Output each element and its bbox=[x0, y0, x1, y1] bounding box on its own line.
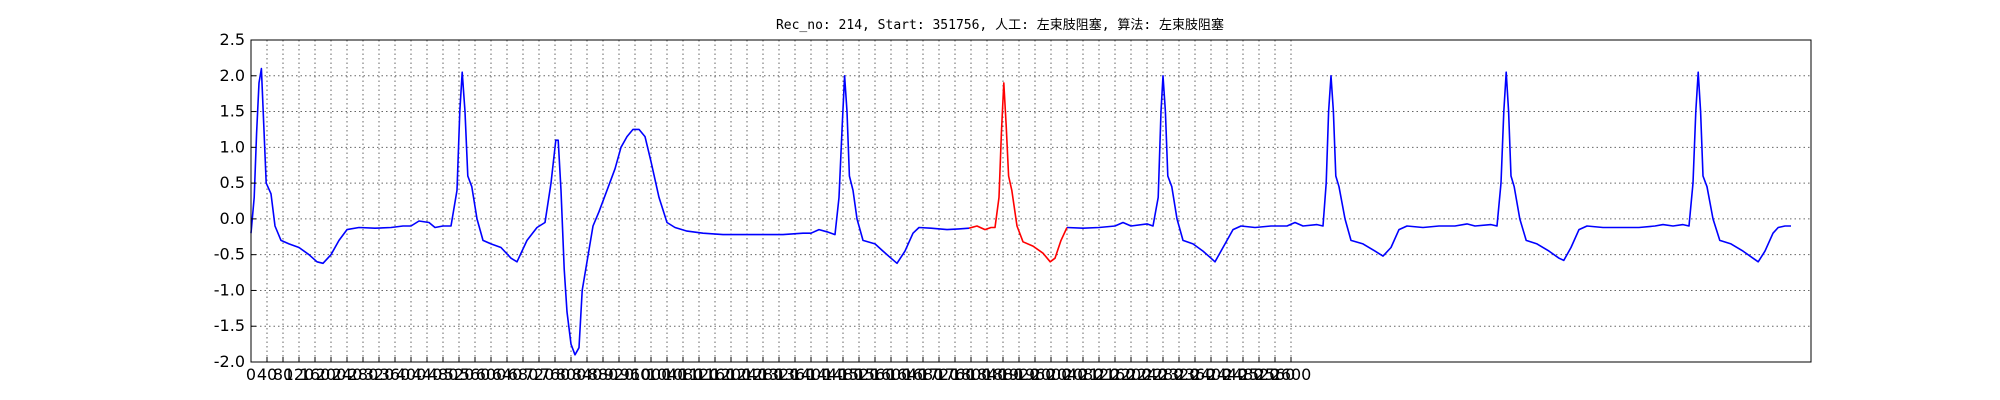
y-tick-label: 0.0 bbox=[220, 209, 245, 228]
x-tick-label: 1840 bbox=[967, 365, 1008, 384]
x-tick-label: 640 bbox=[492, 365, 523, 384]
x-tick-label: 440 bbox=[412, 365, 443, 384]
series-group bbox=[250, 67, 1791, 356]
x-tick-label: 320 bbox=[364, 365, 395, 384]
ecg-segment-1 bbox=[250, 67, 970, 356]
x-tick-label: 2120 bbox=[1079, 365, 1120, 384]
x-tick-label: 2520 bbox=[1239, 365, 1280, 384]
y-tick-label: 2.0 bbox=[220, 66, 245, 85]
x-tick-label: 880 bbox=[588, 365, 619, 384]
x-tick-label: 2240 bbox=[1127, 365, 1168, 384]
y-tick-label: 1.0 bbox=[220, 137, 245, 156]
x-tick-label: 2600 bbox=[1271, 365, 1312, 384]
x-tick-label: 1560 bbox=[855, 365, 896, 384]
x-tick-label: 1120 bbox=[679, 365, 720, 384]
x-tick-label: 240 bbox=[332, 365, 363, 384]
x-tick-label: 0 bbox=[246, 365, 256, 384]
y-tick-label: -2.0 bbox=[214, 352, 245, 371]
x-tick-label: 1880 bbox=[983, 365, 1024, 384]
ecg-segment-2 bbox=[968, 82, 1068, 263]
x-tick-label: 920 bbox=[604, 365, 635, 384]
x-tick-label: 280 bbox=[348, 365, 379, 384]
chart-title: Rec_no: 214, Start: 351756, 人工: 左束肢阻塞, 算… bbox=[776, 17, 1224, 33]
y-tick-label: -1.0 bbox=[214, 280, 245, 299]
x-tick-label: 1920 bbox=[999, 365, 1040, 384]
x-tick-label: 200 bbox=[316, 365, 347, 384]
x-tick-label: 2040 bbox=[1047, 365, 1088, 384]
y-tick-label: -1.5 bbox=[214, 316, 245, 335]
x-tick-label: 2480 bbox=[1223, 365, 1264, 384]
x-tick-label: 560 bbox=[460, 365, 491, 384]
x-tick-label: 2560 bbox=[1255, 365, 1296, 384]
x-tick-label: 1720 bbox=[919, 365, 960, 384]
y-tick-label: 2.5 bbox=[220, 30, 245, 49]
x-tick-label: 480 bbox=[428, 365, 459, 384]
x-tick-label: 2280 bbox=[1143, 365, 1184, 384]
x-tick-label: 360 bbox=[380, 365, 411, 384]
x-tick-label: 1480 bbox=[823, 365, 864, 384]
x-tick-label: 2360 bbox=[1175, 365, 1216, 384]
plot-frame bbox=[250, 39, 1812, 363]
y-tick-label: -0.5 bbox=[214, 245, 245, 264]
x-tick-label: 1040 bbox=[647, 365, 688, 384]
x-tick-label: 2200 bbox=[1111, 365, 1152, 384]
x-tick-label: 2320 bbox=[1159, 365, 1200, 384]
x-tick-label: 1080 bbox=[663, 365, 704, 384]
x-tick-label: 40 bbox=[257, 365, 277, 384]
ecg-segment-3 bbox=[1066, 71, 1791, 263]
x-tick-label: 1240 bbox=[727, 365, 768, 384]
x-tick-label: 2440 bbox=[1207, 365, 1248, 384]
x-tick-label: 1760 bbox=[935, 365, 976, 384]
x-tick-label: 120 bbox=[284, 365, 315, 384]
x-tick-label: 1600 bbox=[871, 365, 912, 384]
y-axis: -2.0 -1.5 -1.0 -0.5 0.0 0.5 1.0 1.5 2.0 2.5 bbox=[214, 30, 256, 371]
x-tick-label: 1440 bbox=[807, 365, 848, 384]
x-tick-label: 600 bbox=[476, 365, 507, 384]
x-tick-label: 520 bbox=[444, 365, 475, 384]
x-tick-label: 680 bbox=[508, 365, 539, 384]
x-tick-label: 160 bbox=[300, 365, 331, 384]
x-tick-label: 1280 bbox=[743, 365, 784, 384]
x-tick-label: 1400 bbox=[791, 365, 832, 384]
grid-lines bbox=[250, 39, 1811, 363]
x-tick-label: 1800 bbox=[951, 365, 992, 384]
x-tick-label: 1960 bbox=[1015, 365, 1056, 384]
x-tick-label: 1160 bbox=[695, 365, 736, 384]
x-tick-label: 1520 bbox=[839, 365, 880, 384]
x-tick-label: 1640 bbox=[887, 365, 928, 384]
x-tick-label: 1360 bbox=[775, 365, 816, 384]
x-tick-label: 2160 bbox=[1095, 365, 1136, 384]
x-tick-label: 960 bbox=[620, 365, 651, 384]
x-tick-label: 1200 bbox=[711, 365, 752, 384]
x-tick-label: 1680 bbox=[903, 365, 944, 384]
x-tick-label: 2000 bbox=[1031, 365, 1072, 384]
x-tick-label: 2400 bbox=[1191, 365, 1232, 384]
y-tick-label: 1.5 bbox=[220, 102, 245, 121]
x-tick-label: 2080 bbox=[1063, 365, 1104, 384]
x-tick-label: 80 bbox=[273, 365, 293, 384]
y-tick-label: 0.5 bbox=[220, 173, 245, 192]
x-tick-label: 800 bbox=[556, 365, 587, 384]
x-tick-label: 720 bbox=[524, 365, 555, 384]
x-tick-label: 760 bbox=[540, 365, 571, 384]
x-axis: 0 408012016020024028032036040044048052056… bbox=[246, 357, 1311, 384]
x-tick-label: 840 bbox=[572, 365, 603, 384]
x-tick-label: 400 bbox=[396, 365, 427, 384]
x-tick-label: 1320 bbox=[759, 365, 800, 384]
x-tick-label: 1000 bbox=[631, 365, 672, 384]
